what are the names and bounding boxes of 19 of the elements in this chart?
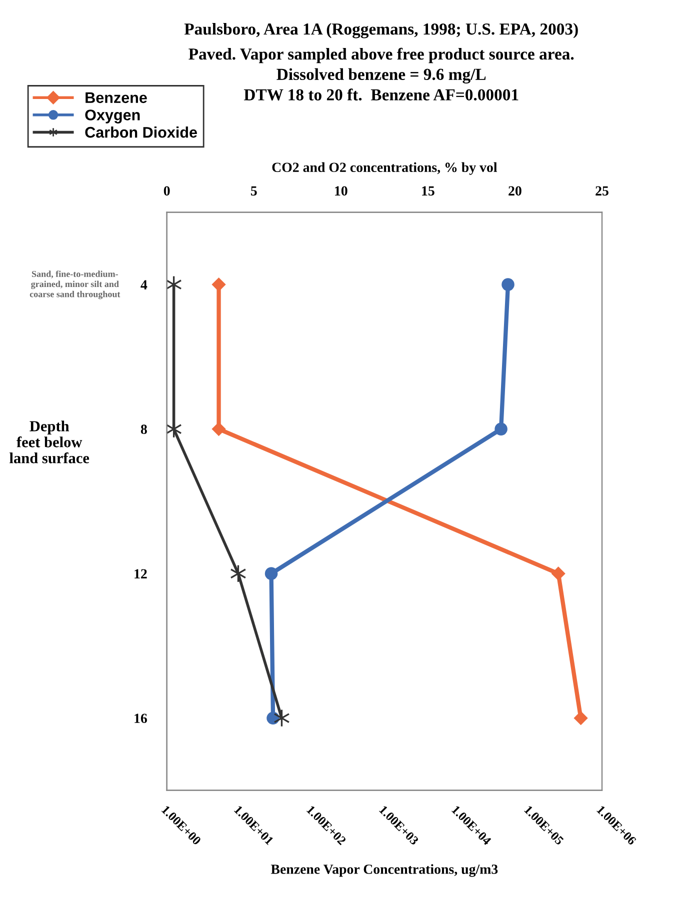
chart-subtitle: Paved. Vapor sampled above free product source area. Dissolved benzene = 9.6 mg/L DTW 18 to 20 ft. Benzene AF=0.00001 bbox=[188, 48, 574, 101]
legend-label: Carbon Dioxide bbox=[85, 126, 197, 138]
x2-axis-title: CO2 and O2 concentrations, % by vol bbox=[272, 162, 498, 175]
x2-tick-label: 15 bbox=[422, 186, 434, 196]
legend-label: Benzene bbox=[86, 92, 147, 104]
y-axis-title: Depth feet below land surface bbox=[10, 420, 90, 464]
x2-tick-label: 25 bbox=[596, 186, 608, 196]
chart-title: Paulsboro, Area 1A (Roggemans, 1998; U.S. EPA, 2003) bbox=[184, 22, 578, 38]
y-tick-label: 16 bbox=[134, 714, 147, 724]
x2-tick-label: 5 bbox=[250, 186, 257, 196]
legend-label: Oxygen bbox=[85, 110, 140, 124]
x2-tick-label: 0 bbox=[164, 186, 170, 196]
y-tick-label: 4 bbox=[140, 280, 148, 290]
x2-tick-label: 10 bbox=[335, 186, 348, 196]
x-axis-title: Benzene Vapor Concentrations, ug/m3 bbox=[270, 864, 498, 877]
x2-tick-label: 20 bbox=[508, 186, 522, 196]
y-tick-label: 12 bbox=[134, 569, 147, 578]
y-tick-label: 8 bbox=[140, 424, 147, 434]
text: Sand, fine-to-medium- grained, minor silt and coarse sand throughout bbox=[30, 270, 120, 300]
